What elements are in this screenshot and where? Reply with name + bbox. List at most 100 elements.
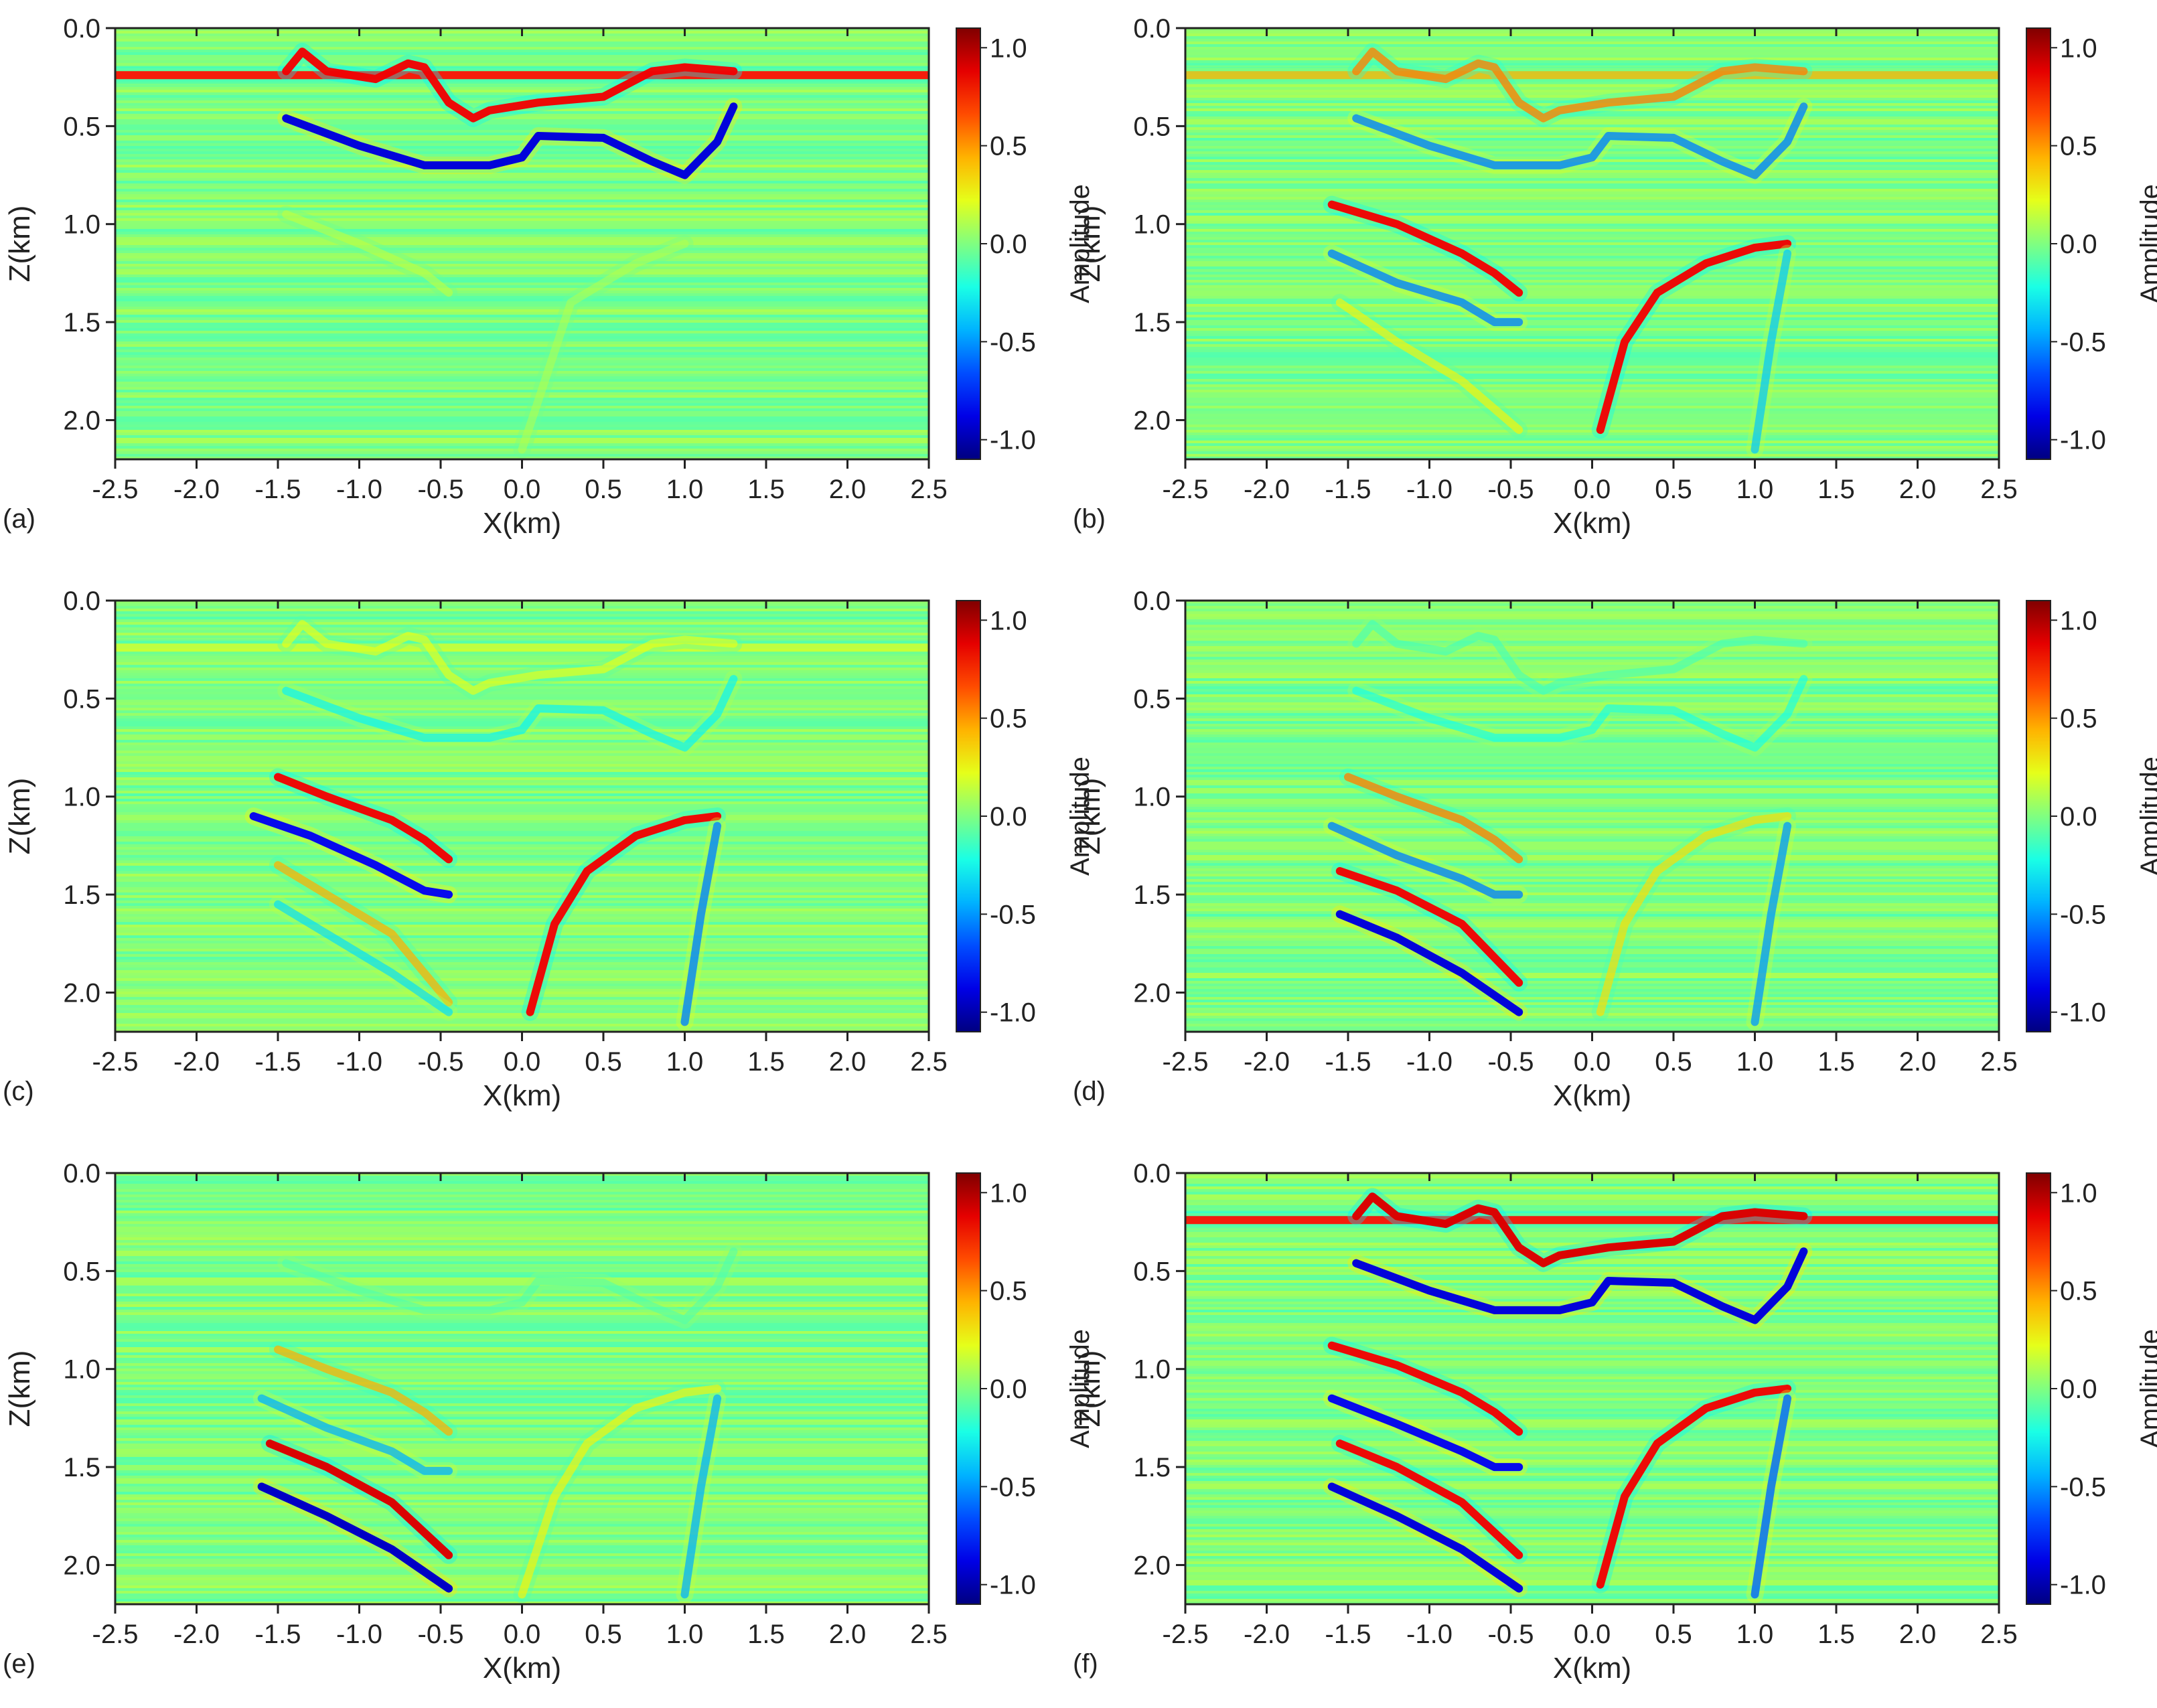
reflector-fault-plane [1751, 249, 1792, 454]
panel-c: -2.5 -2.0 -1.5 -1.0 -0.5 0.0 0.5 1.0 1.5 2.0 2.5 0.… [3, 587, 1095, 1112]
panel-a: -2.5 -2.0 -1.5 -1.0 -0.5 0.0 0.5 1.0 1.5 2.0 2.5 0.… [3, 14, 1095, 540]
y-tick-label: 0.5 [1133, 1257, 1171, 1286]
x-tick-label: -1.0 [1406, 1620, 1453, 1649]
colorbar-tick-label: -0.5 [990, 1472, 1036, 1502]
colorbar-tick-label: 0.0 [990, 802, 1027, 832]
panel-e: -2.5 -2.0 -1.5 -1.0 -0.5 0.0 0.5 1.0 1.5 2.0 2.5 0.… [3, 1159, 1095, 1685]
y-axis-label: Z(km) [3, 206, 36, 283]
x-tick-label: -1.5 [1325, 1047, 1371, 1077]
x-tick-label: -2.0 [1244, 475, 1290, 504]
colorbar-tick-label: -0.5 [2060, 1472, 2106, 1502]
x-tick-label: 1.5 [1817, 475, 1855, 504]
x-tick-label: 1.0 [1736, 475, 1774, 504]
y-axis-label: Z(km) [3, 778, 36, 855]
x-tick-label: 1.0 [1736, 1047, 1774, 1077]
panel-label: (e) [3, 1649, 35, 1679]
colorbar-tick-label: 0.5 [990, 1277, 1027, 1306]
colorbar-tick-label: 0.5 [990, 132, 1027, 161]
x-tick-label: 1.5 [1817, 1620, 1855, 1649]
y-tick-label: 1.0 [63, 210, 100, 240]
panel-d: -2.5 -2.0 -1.5 -1.0 -0.5 0.0 0.5 1.0 1.5 2.0 2.5 0.… [1073, 587, 2157, 1112]
x-tick-label: 0.0 [504, 475, 541, 504]
reflector-deep-left-1 [1327, 200, 1523, 297]
y-tick-label: 0.0 [63, 1159, 100, 1188]
y-tick-label: 1.5 [63, 880, 100, 910]
x-tick-label: -0.5 [418, 475, 464, 504]
y-tick-label: 0.5 [1133, 684, 1171, 714]
x-tick-label: -2.0 [173, 1620, 220, 1649]
x-tick-label: 0.5 [1655, 1047, 1692, 1077]
y-axis-label: Z(km) [3, 1350, 36, 1427]
x-tick-label: 0.5 [585, 1620, 622, 1649]
reflector-deep-left-1 [274, 773, 453, 864]
colorbar-tick-label: -1.0 [2060, 1571, 2106, 1600]
reflector-deep-left-3 [274, 861, 453, 1007]
colorbar-tick-label: 0.0 [990, 1375, 1027, 1404]
colorbar [956, 1172, 981, 1605]
reflector-salt-base [282, 675, 738, 752]
reflector-deep-left-1 [1327, 1341, 1523, 1436]
reflector-deep-left-4 [1335, 910, 1523, 1016]
noise-texture [115, 1173, 929, 1604]
reflector-deep-left-2 [257, 1394, 453, 1475]
x-axis-label: X(km) [483, 1652, 561, 1685]
y-tick-label: 1.5 [1133, 308, 1171, 337]
x-tick-label: 1.0 [1736, 1620, 1774, 1649]
noise-texture [1185, 28, 1999, 459]
colorbar-tick-label: 1.0 [2060, 606, 2097, 635]
x-tick-label: 2.5 [910, 475, 948, 504]
reflector-deep-left-2 [249, 812, 453, 899]
colorbar-tick-label: -1.0 [2060, 998, 2106, 1028]
x-tick-label: -1.5 [255, 1047, 301, 1077]
x-tick-label: 2.5 [910, 1620, 948, 1649]
x-tick-label: 2.5 [1980, 475, 2018, 504]
x-tick-label: 1.5 [747, 1620, 785, 1649]
colorbar-tick-label: 0.5 [990, 704, 1027, 734]
reflector-deep-left-1 [274, 1345, 453, 1436]
x-tick-label: -2.5 [1163, 475, 1209, 504]
panel-label: (f) [1073, 1649, 1098, 1679]
colorbar-tick-label: 1.0 [2060, 33, 2097, 63]
reflector-fault-plane [1751, 1394, 1792, 1599]
reflector-salt-top [282, 620, 738, 695]
y-tick-label: 2.0 [63, 978, 100, 1008]
reflector-fault-right [518, 240, 689, 454]
y-tick-label: 1.5 [63, 1453, 100, 1482]
reflector-deep-left-2 [1327, 249, 1523, 327]
y-tick-label: 0.0 [63, 14, 100, 44]
panel-label: (d) [1073, 1077, 1106, 1106]
x-tick-label: -0.5 [418, 1047, 464, 1077]
y-axis-label: Z(km) [1073, 1350, 1106, 1427]
colorbar-tick-label: -1.0 [990, 998, 1036, 1028]
reflector-salt-top [1352, 620, 1808, 695]
x-tick-label: -2.0 [1244, 1620, 1290, 1649]
y-tick-label: 0.5 [1133, 112, 1171, 141]
reflector-salt-base [282, 102, 738, 179]
y-tick-label: 1.0 [1133, 210, 1171, 240]
reflector-deep-left-3 [1335, 867, 1523, 987]
y-tick-label: 0.0 [1133, 1159, 1171, 1188]
x-tick-label: 2.5 [1980, 1620, 2018, 1649]
colorbar-tick-label: -1.0 [2060, 426, 2106, 455]
panel-label: (a) [3, 504, 35, 534]
y-tick-label: 2.0 [63, 1551, 100, 1580]
reflector-deep-left-4 [274, 900, 453, 1016]
reflector-deep-left-1 [1344, 773, 1523, 864]
colorbar [2026, 1172, 2051, 1605]
colorbar-tick-label: 1.0 [990, 1178, 1027, 1208]
x-tick-label: 2.5 [1980, 1047, 2018, 1077]
reflector-fault-plane [680, 822, 722, 1026]
x-tick-label: 1.0 [666, 1047, 704, 1077]
colorbar-label: Amplitude [2136, 184, 2157, 303]
reflector-deep-left-4 [1327, 1482, 1523, 1593]
colorbar-tick-label: 0.0 [2060, 802, 2097, 832]
x-tick-label: 2.0 [829, 1047, 867, 1077]
y-tick-label: 1.0 [63, 783, 100, 812]
colorbar-label: Amplitude [1065, 757, 1095, 876]
y-axis-label: Z(km) [1073, 206, 1106, 283]
reflector-deep-left-3 [1335, 298, 1523, 435]
reflector-salt-base [282, 1247, 738, 1324]
panel-label: (b) [1073, 504, 1106, 534]
y-tick-label: 0.0 [63, 587, 100, 616]
